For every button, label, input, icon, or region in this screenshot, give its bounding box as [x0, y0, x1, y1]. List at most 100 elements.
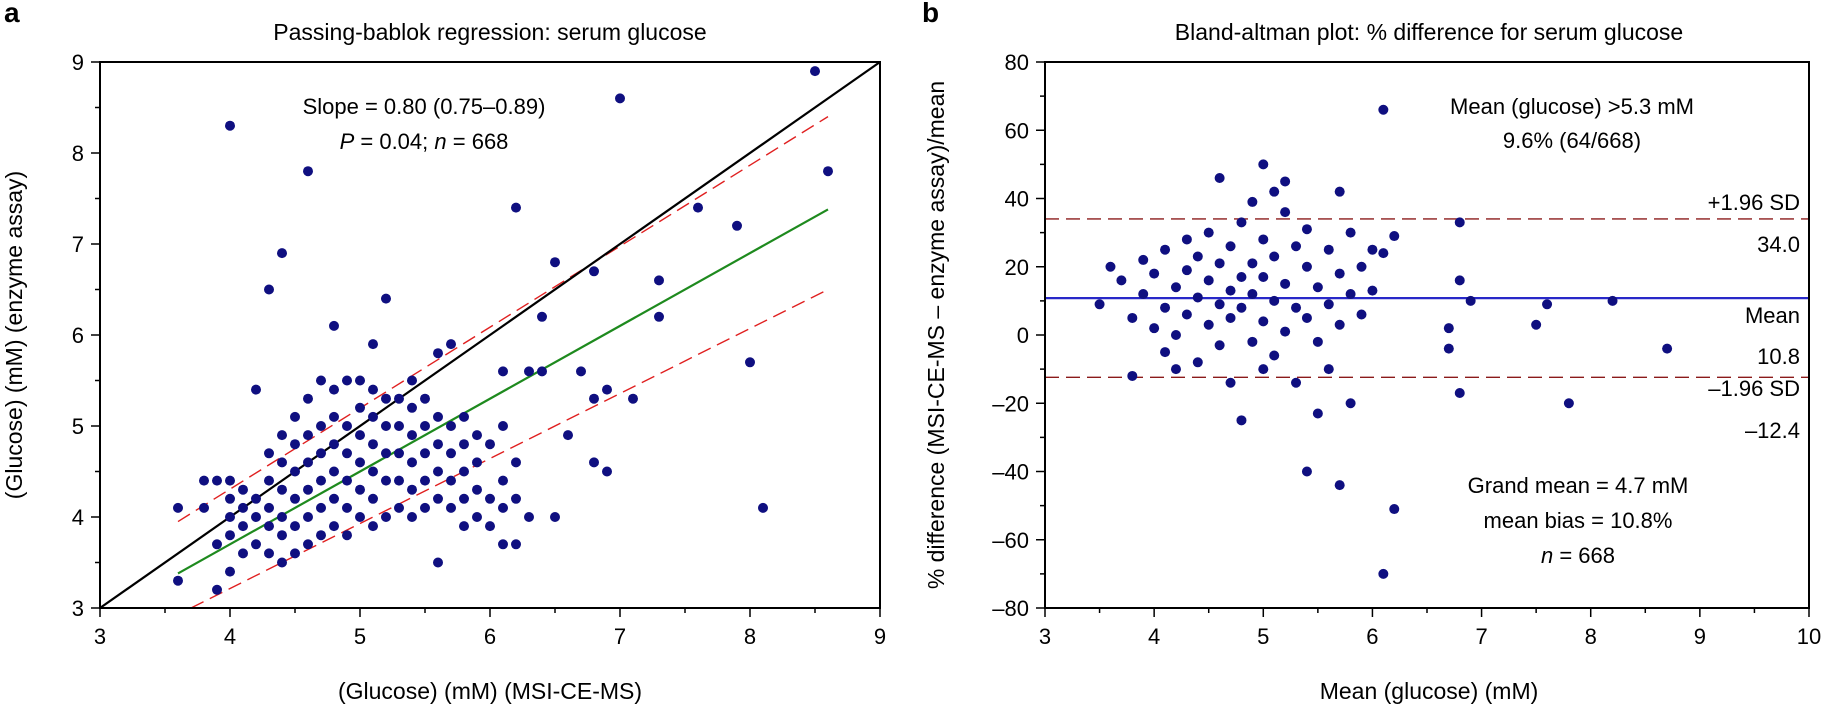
- panel-b-data-point: [1389, 231, 1400, 242]
- panel-a-data-point: [459, 521, 469, 532]
- panel-b-data-point: [1280, 278, 1291, 289]
- panel-a-data-point: [264, 475, 274, 486]
- panel-b-data-point: [1378, 568, 1389, 579]
- panel-a-data-point: [355, 457, 365, 468]
- panel-a-data-point: [329, 320, 339, 331]
- panel-a-y-axis-label: (Glucose) (mM) (enzyme assay): [1, 171, 27, 499]
- panel-a-data-point: [277, 512, 287, 522]
- panel-b-y-tick-label: 0: [1017, 323, 1029, 348]
- panel-a-data-point: [602, 466, 612, 477]
- panel-b-data-point: [1149, 323, 1160, 334]
- panel-b-upper-sd-label: +1.96 SD: [1708, 190, 1800, 215]
- panel-a-x-tick-label: 4: [224, 624, 236, 649]
- panel-a-data-point: [394, 502, 404, 513]
- panel-a-data-point: [212, 475, 222, 486]
- panel-a-data-point: [251, 512, 261, 522]
- panel-b-data-point: [1301, 224, 1312, 235]
- panel-b-data-point: [1094, 299, 1105, 310]
- panel-b-data-point: [1214, 299, 1225, 310]
- panel-a-data-point: [290, 439, 300, 450]
- panel-a-data-point: [758, 502, 768, 513]
- panel-a-data-point: [498, 366, 508, 377]
- panel-b-data-point: [1389, 504, 1400, 515]
- panel-b-plot-frame: [1044, 61, 1810, 609]
- panel-a-data-point: [212, 539, 222, 550]
- panel-a-letter: a: [4, 0, 20, 28]
- panel-a-data-point: [576, 366, 586, 377]
- panel-a-data-point: [290, 411, 300, 422]
- panel-a-data-point: [498, 502, 508, 513]
- panel-a-data-point: [381, 512, 391, 522]
- panel-a-data-point: [264, 521, 274, 532]
- panel-a-data-point: [238, 484, 248, 495]
- panel-a-data-point: [303, 484, 313, 495]
- panel-a-data-point: [485, 521, 495, 532]
- panel-b-reference-lines: [1045, 218, 1809, 379]
- panel-a-data-point: [602, 384, 612, 395]
- panel-a-line-regression: [177, 208, 829, 575]
- panel-b-y-tick-label: 60: [1005, 118, 1029, 143]
- panel-b-data-point: [1334, 186, 1345, 197]
- panel-b-x-tick-label: 7: [1475, 624, 1487, 649]
- panel-b-y-tick-label: –80: [992, 596, 1029, 621]
- panel-a-data-point: [381, 293, 391, 304]
- panel-b-data-point: [1345, 289, 1356, 300]
- panel-a-data-point: [459, 493, 469, 504]
- panel-a-data-point: [199, 502, 209, 513]
- panel-a-data-point: [303, 512, 313, 522]
- panel-a-data-point: [199, 475, 209, 486]
- panel-b-x-tick-label: 3: [1039, 624, 1051, 649]
- panel-b-data-point: [1443, 323, 1454, 334]
- panel-a-data-point: [459, 411, 469, 422]
- panel-a-data-point: [264, 548, 274, 559]
- panel-a-data-point: [329, 411, 339, 422]
- panel-b-data-point: [1181, 265, 1192, 276]
- panel-a-data-point: [472, 457, 482, 468]
- panel-b-y-tick-label: –20: [992, 391, 1029, 416]
- panel-b-mean-label: Mean: [1745, 303, 1800, 328]
- panel-a-data-point: [394, 421, 404, 431]
- panel-b-data-point: [1378, 104, 1389, 115]
- panel-a-data-point: [732, 220, 742, 231]
- panel-a-data-point: [394, 475, 404, 486]
- panel-a-data-point: [290, 548, 300, 559]
- panel-b-mean-value: 10.8: [1757, 344, 1800, 369]
- panel-a-data-point: [407, 375, 417, 386]
- panel-b-data-point: [1345, 227, 1356, 238]
- panel-a-data-point: [654, 275, 664, 286]
- panel-a-data-point: [485, 439, 495, 450]
- panel-a-data-point: [446, 475, 456, 486]
- panel-a-data-point: [225, 493, 235, 504]
- panel-a-n-value: = 668: [447, 129, 509, 154]
- panel-b-data-point: [1247, 196, 1258, 207]
- panel-a-data-point: [433, 493, 443, 504]
- panel-a-data-point: [368, 384, 378, 395]
- panel-b-data-point: [1170, 330, 1181, 340]
- panel-a-data-point: [459, 439, 469, 450]
- panel-b-data-point: [1247, 289, 1258, 300]
- panel-b-data-point: [1192, 251, 1203, 262]
- panel-a-data-point: [407, 484, 417, 495]
- panel-a-data-point: [446, 502, 456, 513]
- panel-a-data-point: [173, 502, 183, 513]
- panel-b-x-axis-label: Mean (glucose) (mM): [1320, 678, 1539, 704]
- panel-a-data-point: [472, 430, 482, 441]
- panel-a-data-point: [303, 457, 313, 468]
- panel-a-data-point: [212, 584, 222, 595]
- panel-b-data-point: [1301, 312, 1312, 323]
- panel-a-ci-lines: [177, 116, 829, 609]
- panel-b-data-point: [1192, 357, 1203, 368]
- panel-a-data-point: [277, 557, 287, 568]
- panel-a-data-point: [316, 502, 326, 513]
- panel-a-data-point: [407, 430, 417, 441]
- panel-a-data-point: [251, 384, 261, 395]
- panel-b-data-point: [1225, 312, 1236, 323]
- panel-a-ticks: 3 4 5 6 7 8 9 3 4 5 6 7 8 9: [72, 50, 886, 649]
- panel-a-data-point: [277, 248, 287, 259]
- panel-b-data-point: [1203, 227, 1214, 238]
- panel-a-x-tick-label: 9: [874, 624, 886, 649]
- panel-a-data-point: [368, 439, 378, 450]
- panel-a-title: Passing-bablok regression: serum glucose: [273, 19, 706, 45]
- panel-a-data-point: [381, 448, 391, 459]
- panel-b-data-point: [1323, 244, 1334, 255]
